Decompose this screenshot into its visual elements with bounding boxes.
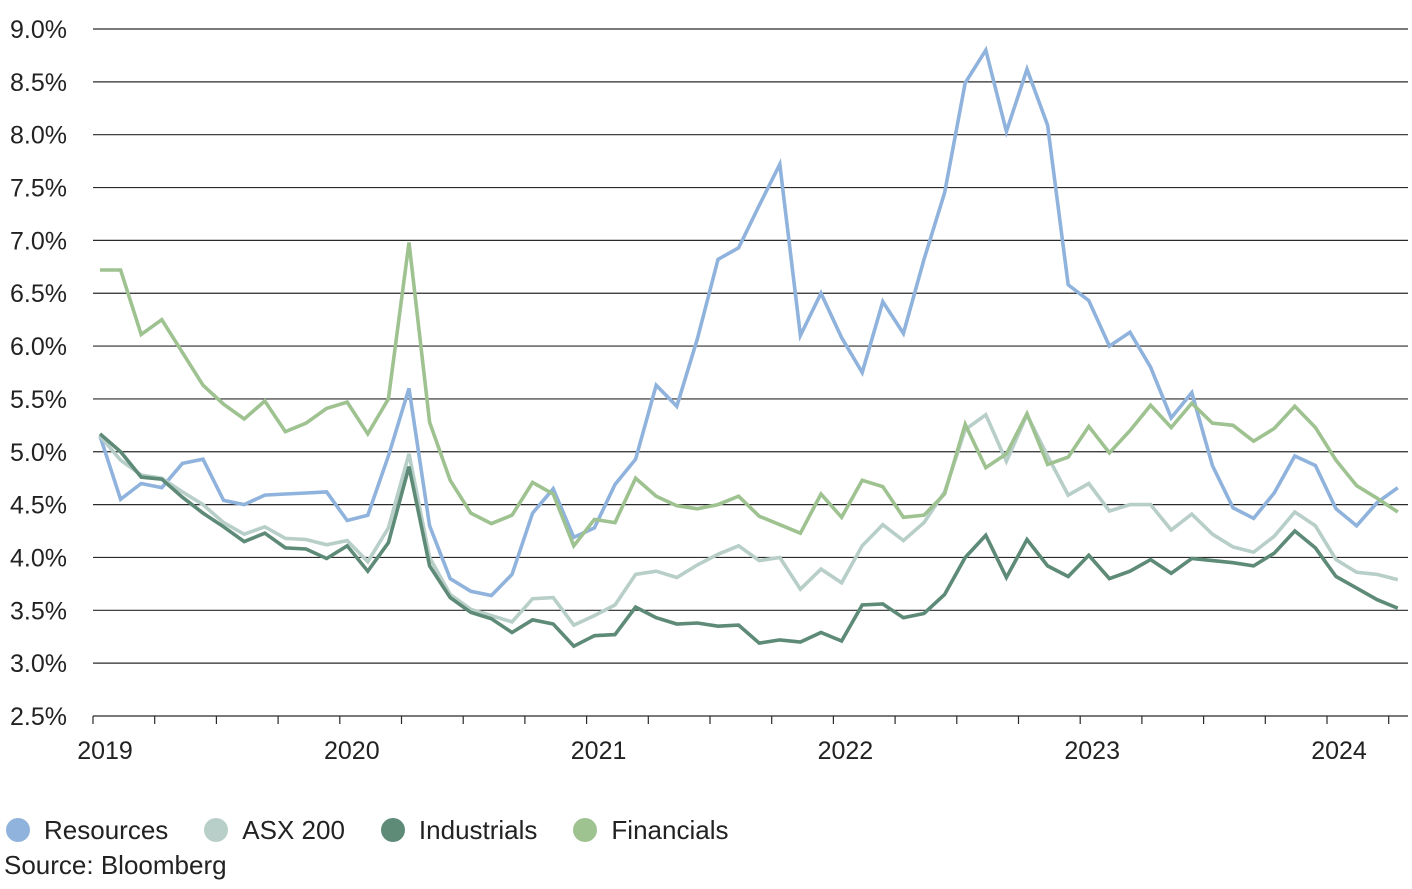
x-tick-label: 2022 [818, 737, 874, 765]
legend-marker-financials [573, 818, 598, 842]
legend-item-financials: Financials [573, 815, 728, 846]
gridlines [93, 28, 1408, 664]
y-tick-label: 6.0% [10, 333, 67, 361]
x-tick-label: 2019 [77, 737, 133, 765]
y-axis-tick-labels: 9.0% 8.5% 8.0% 7.5% 7.0% 6.5% 6.0% 5.5% 5.0% 4.5%… [10, 16, 67, 731]
legend-item-resources: Resources [6, 815, 168, 846]
y-tick-label: 9.0% [10, 16, 67, 44]
series-lines [98, 45, 1399, 649]
y-tick-label: 3.5% [10, 597, 67, 625]
series-line-resources [98, 45, 1399, 598]
series-line-industrials [98, 432, 1399, 649]
series-line-asx-200 [98, 410, 1399, 628]
y-tick-label: 2.5% [10, 703, 67, 731]
y-tick-label: 4.0% [10, 544, 67, 572]
y-tick-label: 5.5% [10, 386, 67, 414]
y-tick-label: 3.0% [10, 650, 67, 678]
x-tick-label: 2024 [1311, 737, 1367, 765]
y-tick-label: 5.0% [10, 439, 67, 467]
y-tick-label: 7.5% [10, 175, 67, 203]
legend-label-financials: Financials [611, 814, 729, 845]
legend-item-industrials: Industrials [380, 814, 538, 846]
legend: Resources ASX 200 Industrials Financials [6, 812, 764, 848]
x-axis [92, 715, 1408, 724]
legend-item-asx200: ASX 200 [204, 815, 345, 846]
y-tick-label: 4.5% [10, 492, 67, 520]
series-line-financials [100, 242, 1399, 550]
line-chart: 9.0% 8.5% 8.0% 7.5% 7.0% 6.5% 6.0% 5.5% 5.0% 4.5%… [10, 16, 1408, 765]
y-tick-label: 8.0% [10, 122, 67, 150]
x-tick-label: 2023 [1064, 737, 1120, 765]
legend-marker-asx200 [204, 818, 229, 842]
legend-marker-industrials [380, 818, 405, 842]
legend-label-asx200: ASX 200 [242, 814, 345, 845]
source-note: Source: Bloomberg [4, 850, 227, 880]
x-tick-label: 2021 [571, 737, 627, 765]
x-tick-label: 2020 [324, 737, 380, 765]
y-tick-label: 6.5% [10, 280, 67, 308]
y-tick-label: 7.0% [10, 227, 67, 255]
y-tick-label: 8.5% [10, 69, 67, 97]
legend-label-resources: Resources [44, 814, 169, 845]
x-axis-tick-labels: 2019 2020 2021 2022 2023 2024 [77, 737, 1367, 765]
legend-label-industrials: Industrials [418, 814, 538, 845]
legend-marker-resources [6, 818, 30, 842]
